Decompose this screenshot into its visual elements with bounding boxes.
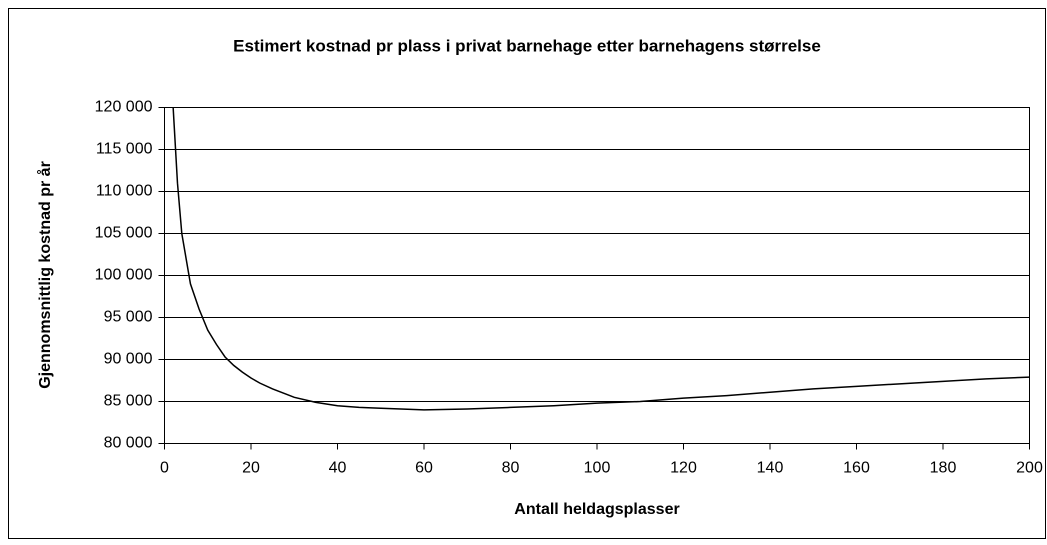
y-axis-label: Gjennomsnittlig kostnad pr år <box>36 161 54 389</box>
x-tick-label: 180 <box>930 460 957 477</box>
x-tick-label: 0 <box>160 460 169 477</box>
y-tick-label: 110 000 <box>96 183 153 200</box>
line-series <box>172 107 1030 411</box>
x-tick-label: 20 <box>242 460 260 477</box>
y-tick-label: 115 000 <box>96 141 153 158</box>
chart-title: Estimert kostnad pr plass i privat barne… <box>233 36 821 55</box>
x-tick-label: 140 <box>757 460 784 477</box>
y-tick-label: 95 000 <box>104 309 153 326</box>
y-tick-label: 80 000 <box>104 435 153 452</box>
x-axis-label: Antall heldagsplasser <box>514 501 679 518</box>
y-tick-label: 105 000 <box>95 225 153 242</box>
x-tick-label: 40 <box>329 460 347 477</box>
x-tick-label: 200 <box>1016 460 1043 477</box>
y-tick-label: 85 000 <box>104 393 153 410</box>
x-tick-label: 160 <box>843 460 870 477</box>
y-tick-label: 100 000 <box>95 267 153 284</box>
x-tick-label: 60 <box>415 460 433 477</box>
x-tick-label: 80 <box>502 460 520 477</box>
x-tick-label: 120 <box>670 460 697 477</box>
y-tick-label: 90 000 <box>104 351 153 368</box>
x-tick-label: 100 <box>584 460 611 477</box>
y-tick-label: 120 000 <box>95 99 153 116</box>
